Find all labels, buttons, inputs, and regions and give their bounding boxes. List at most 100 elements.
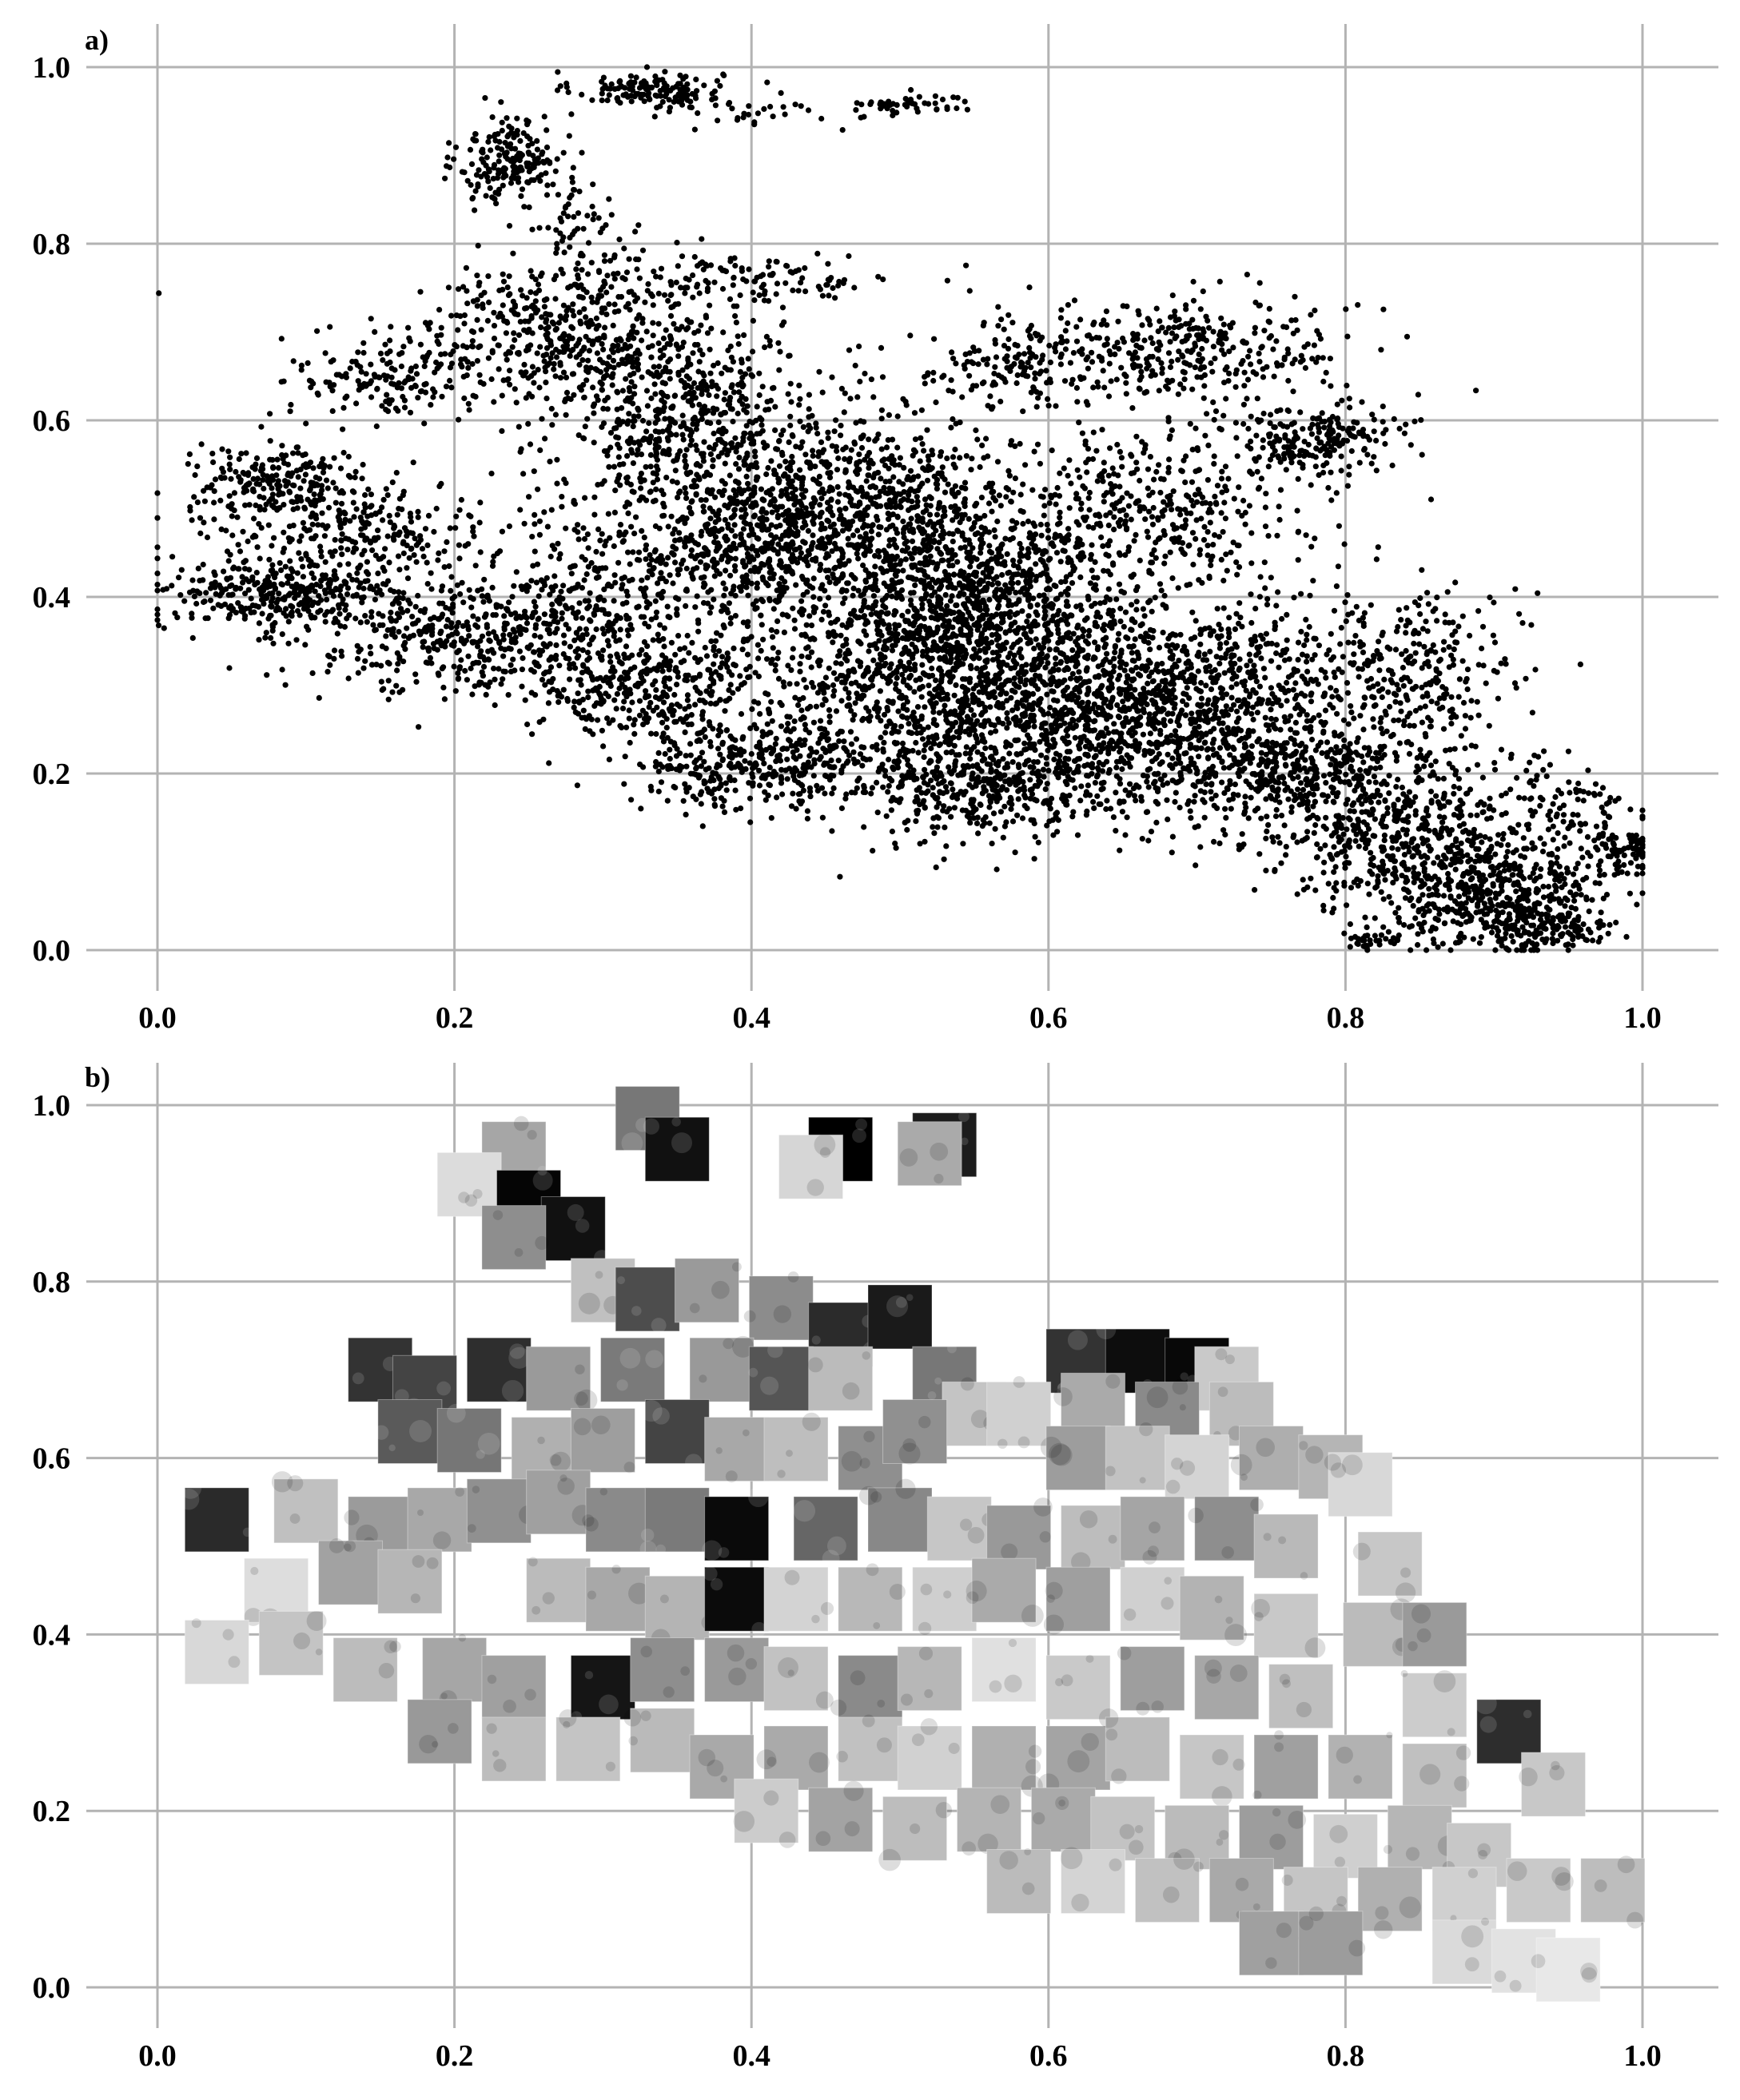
scatter-point [616, 237, 623, 243]
scatter-point [375, 571, 381, 577]
scatter-point [604, 97, 611, 104]
scatter-point [683, 811, 689, 818]
scatter-point [591, 211, 597, 217]
scatter-point [560, 302, 567, 308]
scatter-point [207, 585, 214, 591]
scatter-point [413, 542, 420, 548]
scatter-point [578, 682, 584, 688]
scatter-point [417, 288, 424, 295]
scatter-point [732, 507, 739, 513]
scatter-point [436, 672, 442, 678]
scatter-point [691, 483, 698, 489]
scatter-point [589, 97, 595, 103]
scatter-point [611, 668, 617, 675]
scatter-point [523, 395, 529, 401]
scatter-point [603, 311, 610, 317]
scatter-point [588, 559, 595, 567]
scatter-point [645, 280, 651, 288]
scatter-point [639, 337, 645, 344]
scatter-point [731, 499, 737, 507]
scatter-point [556, 662, 563, 669]
scatter-point [344, 591, 351, 598]
scatter-point [746, 486, 752, 492]
scatter-point [189, 517, 195, 523]
scatter-point [644, 694, 651, 700]
scatter-point [468, 161, 476, 167]
scatter-point [770, 385, 776, 392]
scatter-point [778, 723, 785, 730]
scatter-point [229, 582, 235, 589]
scatter-point [748, 440, 755, 447]
scatter-point [301, 504, 308, 511]
scatter-point [671, 537, 679, 544]
scatter-point [355, 349, 361, 356]
scatter-point [236, 474, 242, 480]
scatter-point [453, 629, 460, 635]
scatter-point [616, 445, 623, 451]
scatter-point [394, 667, 400, 674]
scatter-point [338, 500, 345, 507]
scatter-point [673, 718, 679, 725]
scatter-point [599, 381, 605, 388]
scatter-point [386, 512, 392, 519]
scatter-point [495, 342, 501, 348]
scatter-point [472, 207, 478, 213]
scatter-point [784, 492, 790, 499]
scatter-point [626, 615, 632, 622]
scatter-point [551, 366, 557, 372]
scatter-point [532, 548, 538, 555]
scatter-point [922, 100, 928, 106]
scatter-point [351, 489, 357, 495]
scatter-point [644, 575, 651, 581]
scatter-point [672, 467, 679, 474]
scatter-point [870, 483, 876, 489]
scatter-point [820, 609, 827, 615]
scatter-point [647, 451, 655, 459]
scatter-point [829, 443, 835, 449]
scatter-point [524, 179, 531, 185]
scatter-point [396, 380, 402, 386]
scatter-point [752, 453, 759, 459]
scatter-point [599, 481, 605, 487]
scatter-point [372, 328, 378, 335]
scatter-point [693, 76, 699, 82]
scatter-point [667, 658, 674, 665]
scatter-point [580, 286, 587, 292]
scatter-point [325, 485, 331, 491]
scatter-point [376, 622, 383, 629]
scatter-point [513, 569, 520, 575]
scatter-point [529, 273, 536, 280]
scatter-point [672, 651, 679, 658]
scatter-point [456, 507, 463, 513]
scatter-point [768, 499, 774, 505]
scatter-point [692, 702, 699, 708]
scatter-point [373, 423, 380, 430]
scatter-point [306, 588, 313, 595]
scatter-point [631, 391, 638, 397]
scatter-point [293, 444, 300, 451]
scatter-point [565, 89, 571, 95]
scatter-point [856, 343, 862, 350]
scatter-point [333, 372, 340, 378]
scatter-point [316, 593, 322, 599]
scatter-point [496, 138, 503, 145]
scatter-point [280, 491, 286, 497]
scatter-point [615, 95, 621, 101]
scatter-point [551, 360, 557, 367]
scatter-point [926, 457, 932, 463]
scatter-point [417, 341, 424, 348]
scatter-point [440, 611, 446, 618]
scatter-point [569, 308, 575, 314]
scatter-point [770, 270, 776, 277]
scatter-point [880, 276, 886, 283]
scatter-point [717, 722, 723, 729]
scatter-point [606, 301, 612, 308]
scatter-point [288, 401, 294, 408]
scatter-point [605, 511, 611, 517]
scatter-point [534, 137, 540, 144]
scatter-point [277, 505, 283, 511]
scatter-point [608, 81, 615, 87]
scatter-point [545, 700, 552, 706]
scatter-point [223, 527, 229, 534]
scatter-point [372, 596, 378, 603]
